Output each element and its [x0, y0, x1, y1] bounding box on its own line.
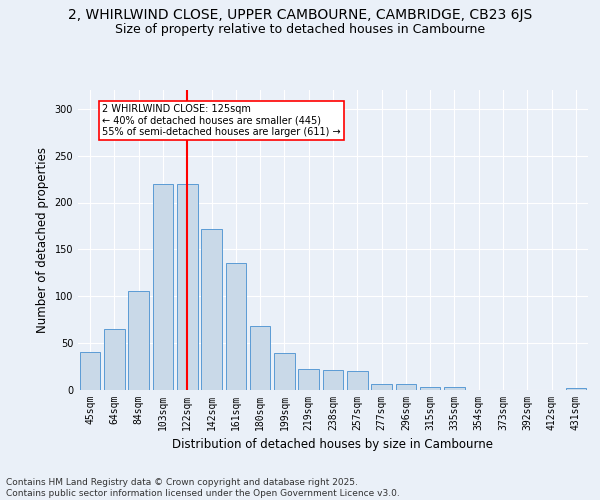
Bar — [395, 384, 416, 390]
Bar — [177, 184, 197, 390]
Text: Size of property relative to detached houses in Cambourne: Size of property relative to detached ho… — [115, 22, 485, 36]
Bar — [250, 326, 271, 390]
Text: 2, WHIRLWIND CLOSE, UPPER CAMBOURNE, CAMBRIDGE, CB23 6JS: 2, WHIRLWIND CLOSE, UPPER CAMBOURNE, CAM… — [68, 8, 532, 22]
Bar — [323, 370, 343, 390]
Bar — [274, 352, 295, 390]
Bar — [420, 387, 440, 390]
Bar — [201, 229, 222, 390]
Bar — [80, 352, 100, 390]
Text: Contains HM Land Registry data © Crown copyright and database right 2025.
Contai: Contains HM Land Registry data © Crown c… — [6, 478, 400, 498]
Bar — [104, 329, 125, 390]
Bar — [298, 370, 319, 390]
Bar — [226, 264, 246, 390]
Bar — [444, 387, 465, 390]
Bar — [152, 184, 173, 390]
Y-axis label: Number of detached properties: Number of detached properties — [36, 147, 49, 333]
Bar — [128, 290, 149, 390]
X-axis label: Distribution of detached houses by size in Cambourne: Distribution of detached houses by size … — [173, 438, 493, 452]
Text: 2 WHIRLWIND CLOSE: 125sqm
← 40% of detached houses are smaller (445)
55% of semi: 2 WHIRLWIND CLOSE: 125sqm ← 40% of detac… — [102, 104, 341, 138]
Bar — [347, 371, 368, 390]
Bar — [566, 388, 586, 390]
Bar — [371, 384, 392, 390]
